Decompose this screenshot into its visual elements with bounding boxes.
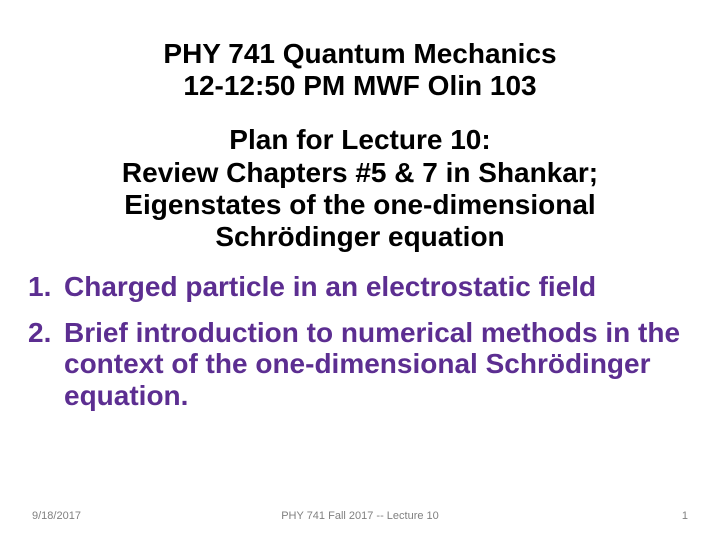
list-text: Brief introduction to numerical methods … bbox=[64, 317, 692, 411]
slide-footer: 9/18/2017 PHY 741 Fall 2017 -- Lecture 1… bbox=[0, 510, 720, 522]
plan-line3: Eigenstates of the one-dimensional bbox=[122, 189, 598, 221]
course-title-line2: 12-12:50 PM MWF Olin 103 bbox=[163, 70, 556, 102]
list-item: 1. Charged particle in an electrostatic … bbox=[28, 271, 692, 303]
topic-list: 1. Charged particle in an electrostatic … bbox=[28, 271, 692, 425]
list-number: 1. bbox=[28, 271, 64, 303]
list-text: Charged particle in an electrostatic fie… bbox=[64, 271, 692, 303]
list-number: 2. bbox=[28, 317, 64, 411]
lecture-plan-heading: Plan for Lecture 10: Review Chapters #5 … bbox=[122, 124, 598, 253]
footer-page-number: 1 bbox=[524, 510, 688, 522]
list-item: 2. Brief introduction to numerical metho… bbox=[28, 317, 692, 411]
slide: PHY 741 Quantum Mechanics 12-12:50 PM MW… bbox=[0, 0, 720, 540]
footer-date: 9/18/2017 bbox=[32, 510, 196, 522]
plan-line4: Schrödinger equation bbox=[122, 221, 598, 253]
footer-center: PHY 741 Fall 2017 -- Lecture 10 bbox=[196, 510, 524, 522]
course-title-line1: PHY 741 Quantum Mechanics bbox=[163, 38, 556, 70]
plan-line1: Plan for Lecture 10: bbox=[122, 124, 598, 156]
plan-line2: Review Chapters #5 & 7 in Shankar; bbox=[122, 157, 598, 189]
course-header: PHY 741 Quantum Mechanics 12-12:50 PM MW… bbox=[163, 38, 556, 102]
